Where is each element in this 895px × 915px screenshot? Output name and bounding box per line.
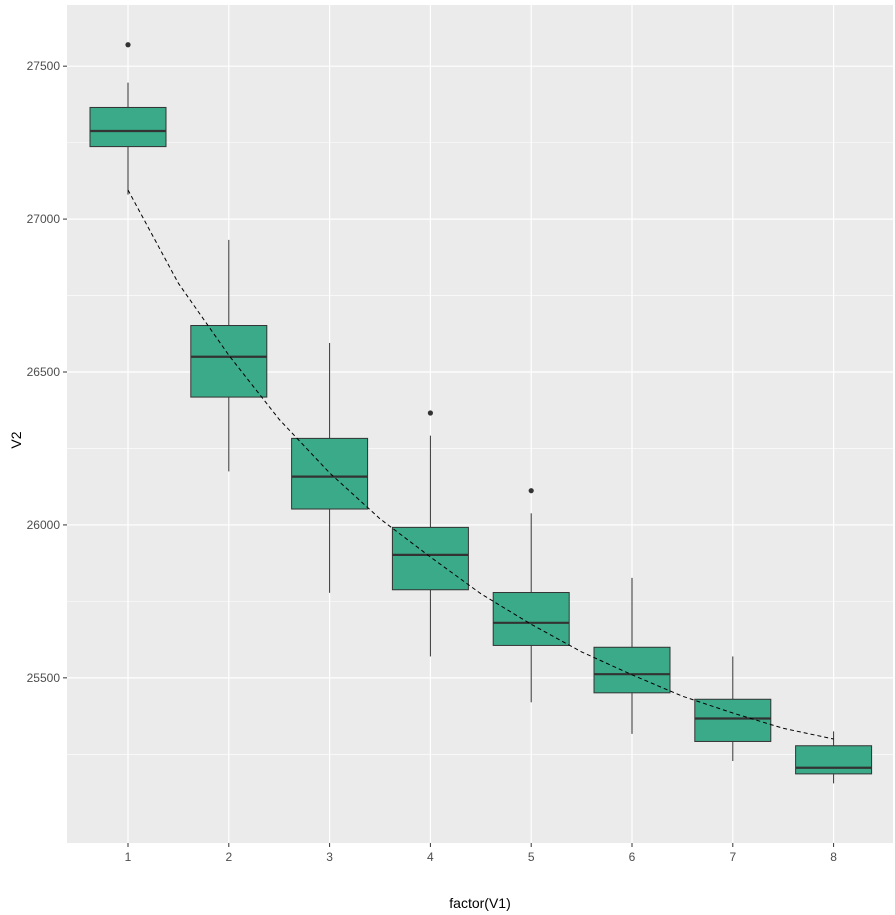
box-2 (190, 325, 268, 398)
y-axis-title: V2 (8, 431, 24, 448)
box-5 (492, 592, 570, 646)
y-tick-label: 27500 (27, 59, 61, 73)
box-1 (89, 106, 167, 148)
y-axis: 25500 26000 26500 27000 27500 (27, 59, 67, 685)
x-tick-label: 7 (729, 850, 736, 864)
trend-line-layer (127, 189, 834, 740)
box-4 (391, 526, 469, 591)
trend-line (127, 189, 834, 740)
x-tick-label: 2 (225, 850, 232, 864)
whiskers (127, 82, 835, 784)
grid-minor (67, 142, 893, 755)
outlier-point (125, 42, 131, 48)
x-tick-label: 1 (125, 850, 132, 864)
x-tick-label: 4 (427, 850, 434, 864)
box-6 (593, 646, 671, 694)
x-axis: 1 2 3 4 5 6 7 8 (125, 843, 837, 864)
outlier-point (528, 488, 534, 494)
y-tick-label: 25500 (27, 671, 61, 685)
boxes (89, 106, 873, 775)
x-tick-label: 3 (326, 850, 333, 864)
box-8 (795, 745, 873, 775)
outlier-point (427, 410, 433, 416)
y-tick-label: 26500 (27, 365, 61, 379)
outliers (125, 42, 534, 494)
box-3 (291, 437, 369, 510)
y-tick-label: 26000 (27, 518, 61, 532)
x-tick-label: 6 (629, 850, 636, 864)
x-axis-title: factor(V1) (449, 895, 510, 911)
x-tick-label: 5 (528, 850, 535, 864)
y-tick-label: 27000 (27, 212, 61, 226)
x-tick-label: 8 (830, 850, 837, 864)
box-7 (694, 698, 772, 742)
